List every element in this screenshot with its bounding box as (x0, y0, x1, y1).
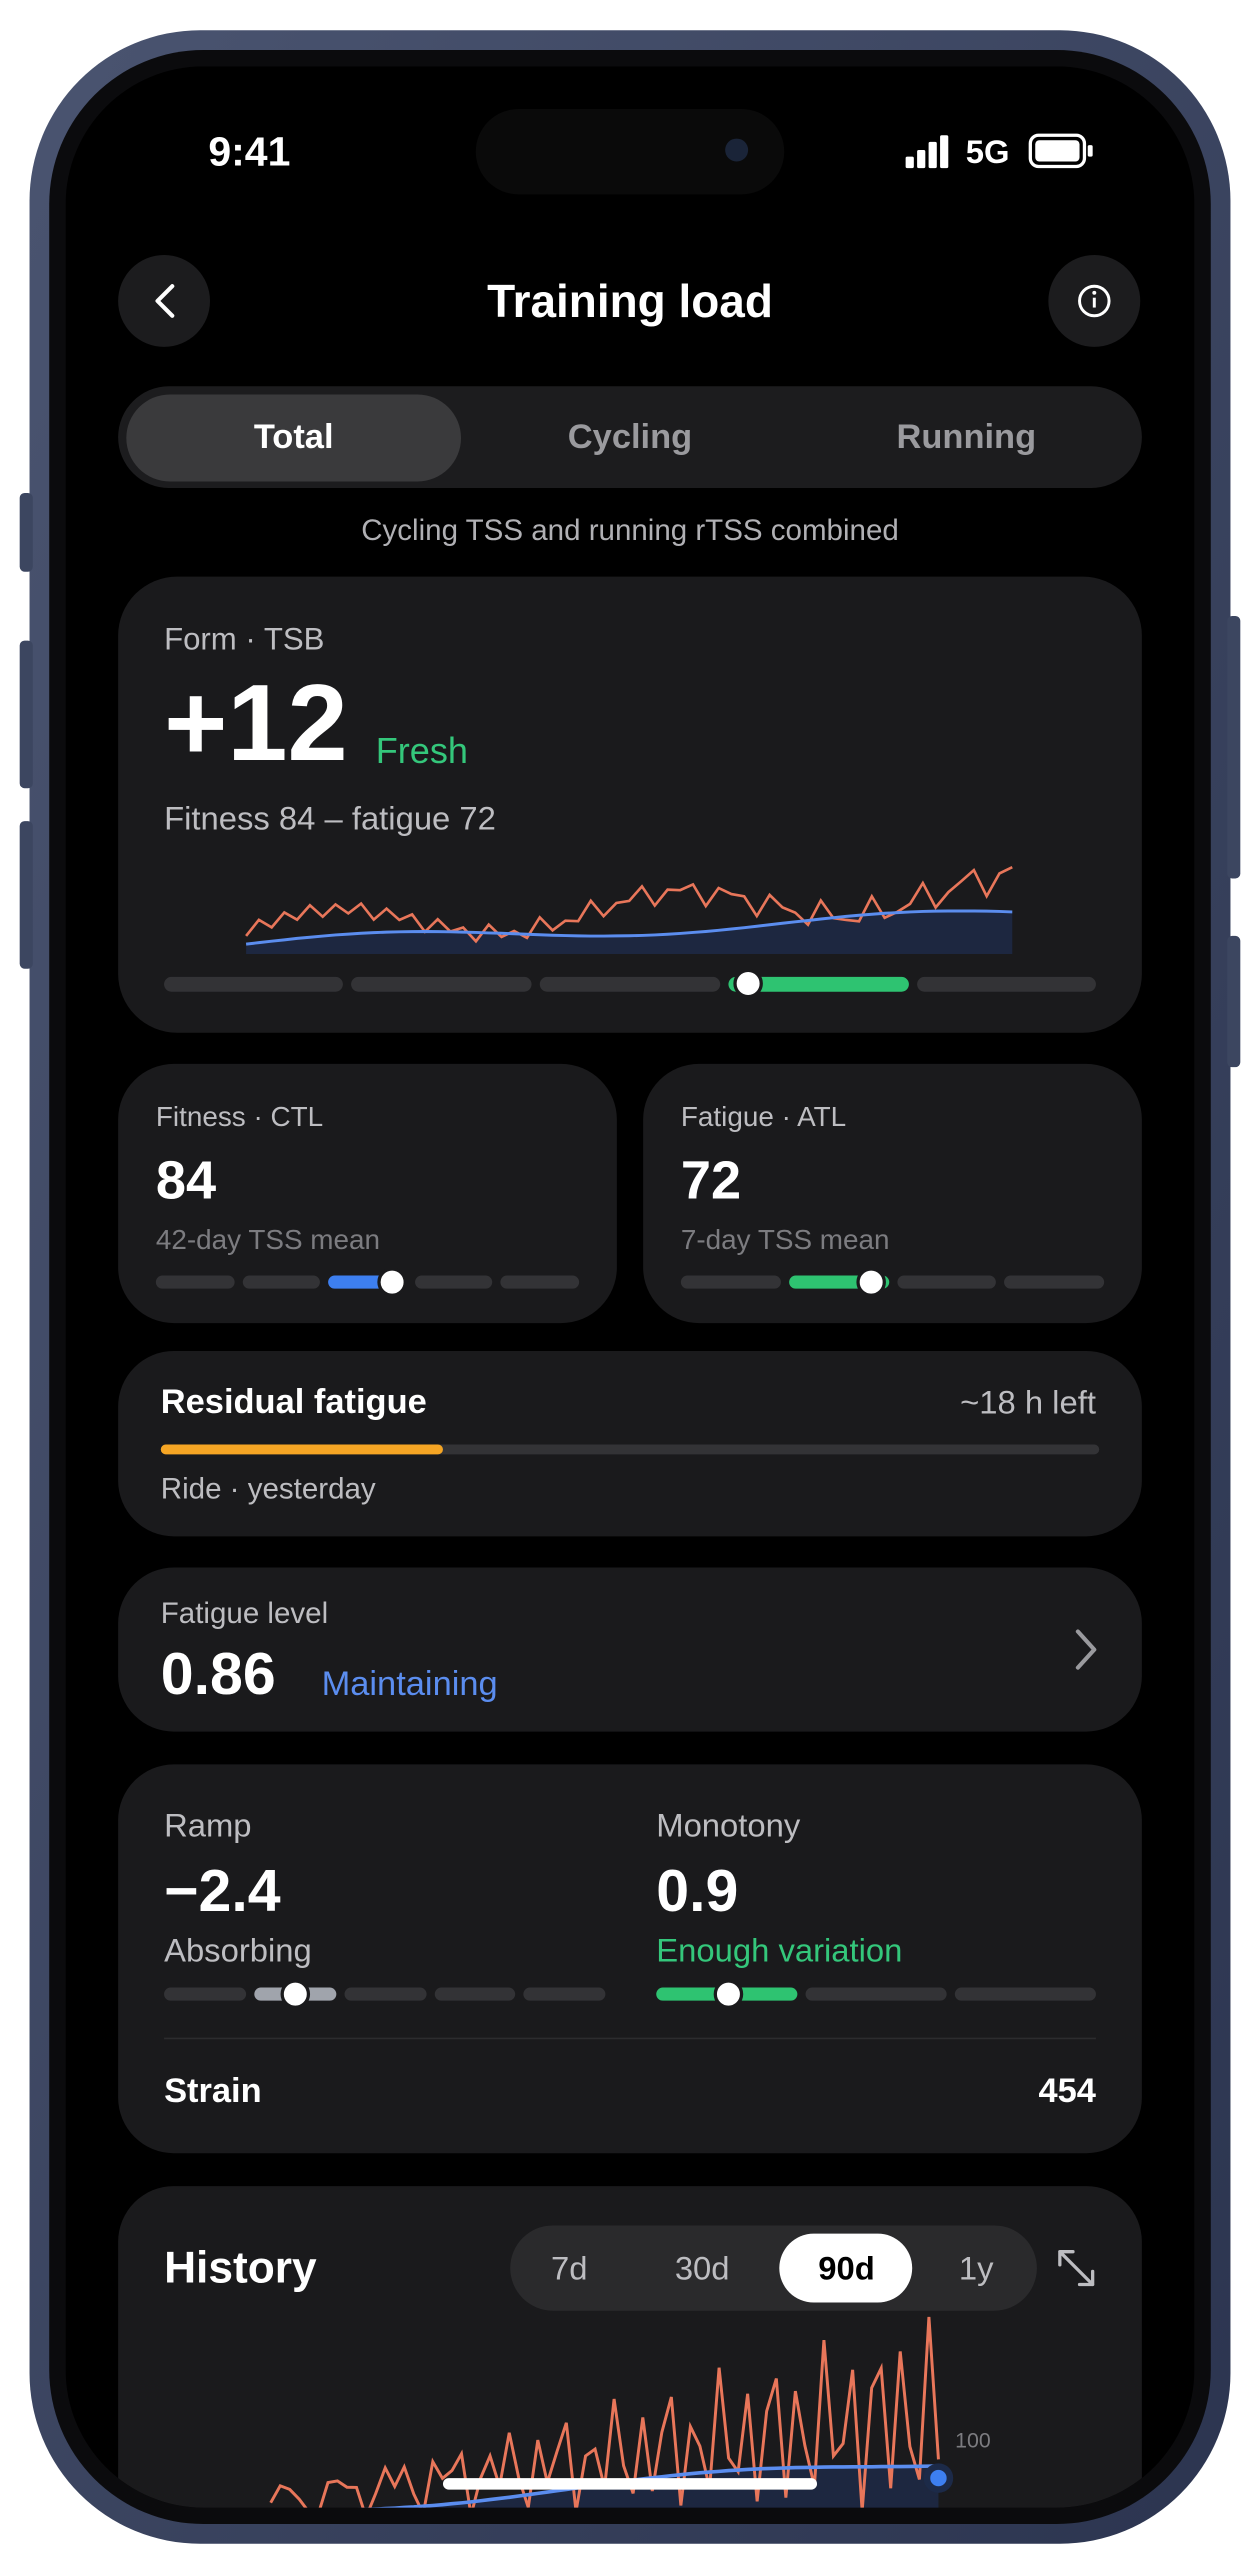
side-button (19, 821, 33, 969)
residual-card (118, 1350, 1142, 1537)
ramp-gauge (164, 1979, 606, 2009)
form-value: +12 (164, 662, 348, 783)
fatigue-level-value: 0.86 (161, 1641, 276, 1707)
ramp-value: −2.4 (164, 1858, 281, 1924)
tab[interactable]: Cycling (568, 418, 692, 456)
residual-title: Residual fatigue (161, 1383, 427, 1421)
fatigue-level-status: Maintaining (322, 1665, 498, 1703)
form-detail: Fitness 84 – fatigue 72 (164, 799, 496, 836)
fatigue-level-card[interactable] (118, 1567, 1142, 1732)
fitness-card (118, 1063, 617, 1324)
history-title: History (164, 2244, 317, 2293)
fatigue-label: Fatigue · ATL (681, 1101, 846, 1132)
app: 9:41 5G Training load Total Cycling Runn… (65, 66, 1195, 2508)
subtitle: Cycling TSS and running rTSS combined (361, 514, 899, 547)
info-button[interactable] (1048, 255, 1141, 347)
home-indicator (442, 2478, 818, 2490)
fatigue-card (643, 1063, 1142, 1324)
form-gauge (164, 968, 1096, 999)
range-option[interactable]: 30d (675, 2250, 730, 2287)
sparkline-fitness (245, 909, 1013, 946)
signal (905, 135, 949, 169)
strain-label: Strain (164, 2072, 262, 2110)
ramp-status: Absorbing (164, 1931, 312, 1968)
residual-source: Ride · yesterday (161, 1472, 376, 1505)
network: 5G (966, 133, 1010, 170)
sparkline-fatigue (245, 865, 1013, 944)
fitness-gauge (155, 1267, 580, 1297)
current-point (923, 2463, 954, 2493)
back-button[interactable] (118, 255, 210, 347)
form-status: Fresh (376, 730, 468, 771)
tab[interactable]: Running (897, 418, 1037, 456)
axis-label: 100 (955, 2428, 991, 2452)
range-option[interactable]: 90d (818, 2250, 875, 2287)
active-tab (126, 394, 462, 482)
metrics-card (118, 1764, 1142, 2154)
dynamic-island (475, 109, 785, 195)
expand-button[interactable] (1058, 2250, 1095, 2287)
page-title: Training load (487, 275, 773, 327)
monotony-gauge (656, 1979, 1096, 2009)
side-button (19, 492, 33, 572)
range-option[interactable]: 1y (959, 2250, 994, 2287)
fatigue-level-label: Fatigue level (161, 1597, 328, 1630)
side-button (1227, 935, 1241, 1068)
form-label: Form · TSB (164, 621, 324, 656)
fitness-label: Fitness · CTL (156, 1101, 323, 1132)
time: 9:41 (208, 129, 290, 175)
range-selector (510, 2225, 1037, 2311)
tab[interactable]: Total (254, 418, 334, 456)
chevron (1075, 1629, 1097, 1670)
residual-fill (160, 1444, 443, 1455)
fatigue-value: 72 (681, 1150, 741, 1210)
residual-remaining: ~18 h left (960, 1383, 1096, 1420)
side-button (1227, 615, 1241, 879)
sparkline-area (246, 910, 1013, 954)
fatigue-gauge (680, 1267, 1105, 1297)
fatigue-note: 7-day TSS mean (681, 1224, 890, 1255)
strain-value: 454 (1038, 2072, 1095, 2110)
battery (1028, 133, 1093, 169)
side-button (19, 640, 33, 789)
monotony-value: 0.9 (656, 1858, 738, 1924)
range-option[interactable]: 7d (551, 2250, 587, 2287)
form-sparkline (245, 865, 1013, 954)
fitness-note: 42-day TSS mean (156, 1224, 380, 1255)
ramp-label: Ramp (164, 1807, 252, 1844)
camera (725, 138, 749, 162)
monotony-status: Enough variation (656, 1931, 902, 1968)
fitness-value: 84 (156, 1150, 216, 1210)
active-range (779, 2233, 913, 2303)
monotony-label: Monotony (656, 1807, 801, 1844)
